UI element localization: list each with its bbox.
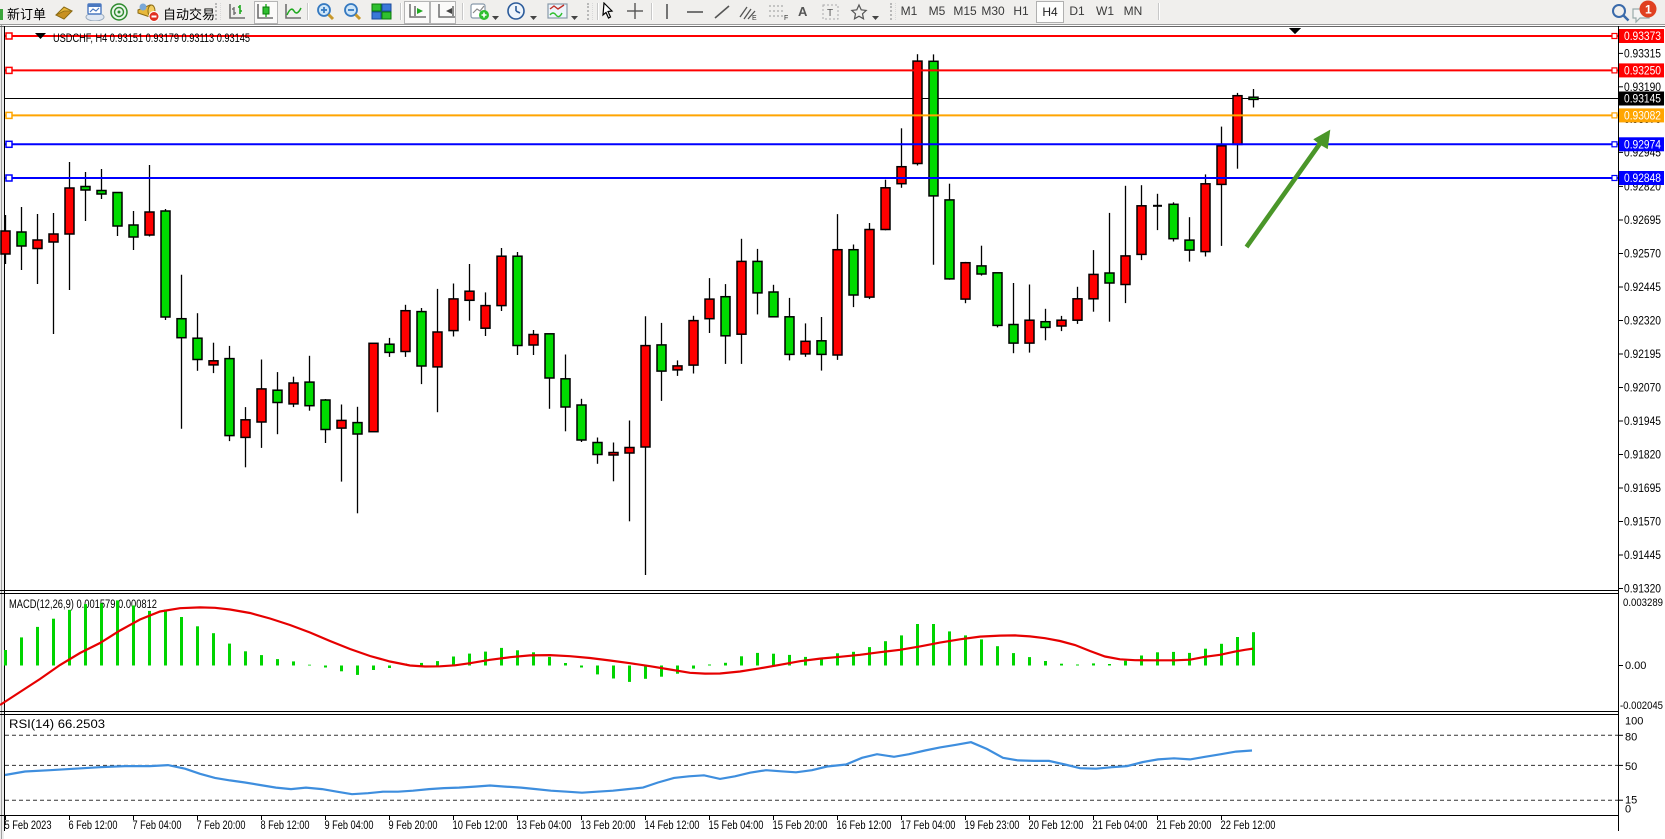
svg-text:9 Feb 04:00: 9 Feb 04:00 — [325, 820, 374, 832]
svg-text:8 Feb 12:00: 8 Feb 12:00 — [261, 820, 310, 832]
svg-text:F: F — [784, 15, 788, 21]
svg-text:0.91695: 0.91695 — [1624, 483, 1661, 495]
svg-text:14 Feb 12:00: 14 Feb 12:00 — [645, 820, 700, 832]
svg-text:20 Feb 12:00: 20 Feb 12:00 — [1029, 820, 1084, 832]
svg-text:0.91445: 0.91445 — [1624, 550, 1661, 562]
svg-text:0.93315: 0.93315 — [1624, 48, 1661, 60]
svg-text:21 Feb 20:00: 21 Feb 20:00 — [1157, 820, 1212, 832]
svg-text:80: 80 — [1625, 732, 1637, 744]
svg-text:0.93082: 0.93082 — [1624, 111, 1661, 123]
svg-text:0.00: 0.00 — [1625, 660, 1646, 672]
svg-text:-0.002045: -0.002045 — [1620, 700, 1663, 712]
svg-text:13 Feb 20:00: 13 Feb 20:00 — [581, 820, 636, 832]
svg-text:13 Feb 04:00: 13 Feb 04:00 — [517, 820, 572, 832]
svg-text:0.93373: 0.93373 — [1624, 31, 1661, 43]
svg-text:0.93250: 0.93250 — [1624, 66, 1661, 78]
svg-text:0.91820: 0.91820 — [1624, 450, 1661, 462]
svg-text:0.92195: 0.92195 — [1624, 349, 1661, 361]
svg-text:1: 1 — [1645, 3, 1652, 17]
svg-text:7 Feb 20:00: 7 Feb 20:00 — [197, 820, 246, 832]
svg-text:0.92974: 0.92974 — [1624, 140, 1662, 152]
svg-text:15 Feb 04:00: 15 Feb 04:00 — [709, 820, 764, 832]
svg-text:17 Feb 04:00: 17 Feb 04:00 — [901, 820, 956, 832]
svg-text:0.92695: 0.92695 — [1624, 215, 1661, 227]
svg-text:0.92320: 0.92320 — [1624, 316, 1661, 328]
svg-text:15: 15 — [1625, 795, 1637, 807]
svg-text:0.92570: 0.92570 — [1624, 249, 1661, 261]
svg-text:0: 0 — [1625, 804, 1631, 816]
svg-text:15 Feb 20:00: 15 Feb 20:00 — [773, 820, 828, 832]
svg-text:0.91570: 0.91570 — [1624, 517, 1661, 529]
svg-text:T: T — [827, 8, 833, 19]
svg-text:USDCHF, H4 0.93151 0.93179 0.: USDCHF, H4 0.93151 0.93179 0.93113 0.931… — [53, 31, 250, 45]
svg-text:50: 50 — [1625, 761, 1637, 773]
svg-text:RSI(14) 66.2503: RSI(14) 66.2503 — [9, 719, 105, 731]
svg-text:100: 100 — [1625, 716, 1643, 728]
svg-text:MACD(12,26,9) 0.001579 0.00081: MACD(12,26,9) 0.001579 0.000812 — [9, 599, 157, 611]
svg-text:0.92070: 0.92070 — [1624, 383, 1661, 395]
svg-text:0.93190: 0.93190 — [1624, 82, 1661, 94]
svg-text:0.003289: 0.003289 — [1623, 597, 1663, 609]
svg-text:7 Feb 04:00: 7 Feb 04:00 — [133, 820, 182, 832]
svg-text:6 Feb 12:00: 6 Feb 12:00 — [69, 820, 118, 832]
svg-text:10 Feb 12:00: 10 Feb 12:00 — [453, 820, 508, 832]
svg-text:21 Feb 04:00: 21 Feb 04:00 — [1093, 820, 1148, 832]
svg-text:E: E — [752, 15, 757, 21]
svg-text:16 Feb 12:00: 16 Feb 12:00 — [837, 820, 892, 832]
svg-text:0.91945: 0.91945 — [1624, 416, 1661, 428]
svg-text:19 Feb 23:00: 19 Feb 23:00 — [965, 820, 1020, 832]
svg-text:22 Feb 12:00: 22 Feb 12:00 — [1221, 820, 1276, 832]
svg-text:0.91320: 0.91320 — [1624, 584, 1661, 596]
svg-text:0.92445: 0.92445 — [1624, 282, 1661, 294]
svg-text:9 Feb 20:00: 9 Feb 20:00 — [389, 820, 438, 832]
svg-text:5 Feb 2023: 5 Feb 2023 — [5, 820, 52, 832]
svg-text:0.93145: 0.93145 — [1624, 94, 1661, 106]
svg-text:0.92848: 0.92848 — [1624, 173, 1661, 185]
